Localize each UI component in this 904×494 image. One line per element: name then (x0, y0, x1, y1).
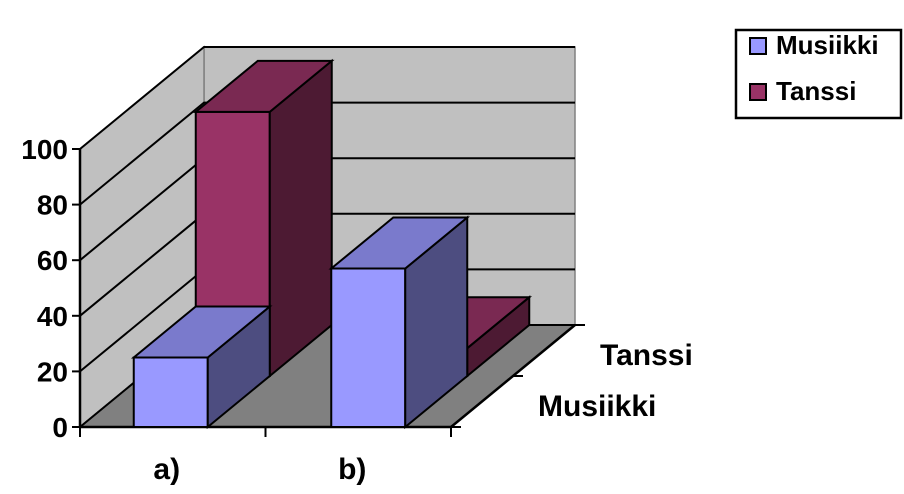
depth-label: Tanssi (600, 339, 693, 372)
y-tick-label: 0 (52, 412, 68, 443)
x-category-label: a) (153, 453, 180, 486)
y-tick-label: 20 (37, 356, 68, 387)
legend-label-tanssi: Tanssi (776, 76, 856, 106)
y-tick-label: 60 (37, 245, 68, 276)
y-tick-label: 40 (37, 301, 68, 332)
chart-labels: 0 20 40 60 80 100 a) b) Musiikki Tanssi (21, 134, 693, 486)
x-category-label: b) (338, 453, 366, 486)
legend: Musiikki Tanssi (734, 28, 903, 120)
legend-swatch-musiikki (749, 37, 767, 55)
y-tick-label: 100 (21, 134, 68, 165)
legend-label-musiikki: Musiikki (776, 30, 879, 60)
legend-swatch-tanssi (749, 83, 767, 101)
y-tick-label: 80 (37, 190, 68, 221)
bar-musiikki-0 (130, 304, 273, 430)
depth-label: Musiikki (538, 390, 656, 423)
bar-top-musiikki-1 (328, 216, 471, 270)
gridline-100 (79, 46, 575, 150)
chart-bars (130, 58, 533, 430)
bar-side-tanssi-0 (268, 58, 333, 379)
bar-top-musiikki-0 (130, 305, 273, 359)
bar-top-tanssi-0 (192, 59, 335, 113)
gridline-80 (79, 101, 575, 206)
bar-musiikki-1 (328, 215, 471, 430)
bar-front-musiikki-0 (132, 356, 209, 428)
bar-front-musiikki-1 (330, 267, 407, 428)
